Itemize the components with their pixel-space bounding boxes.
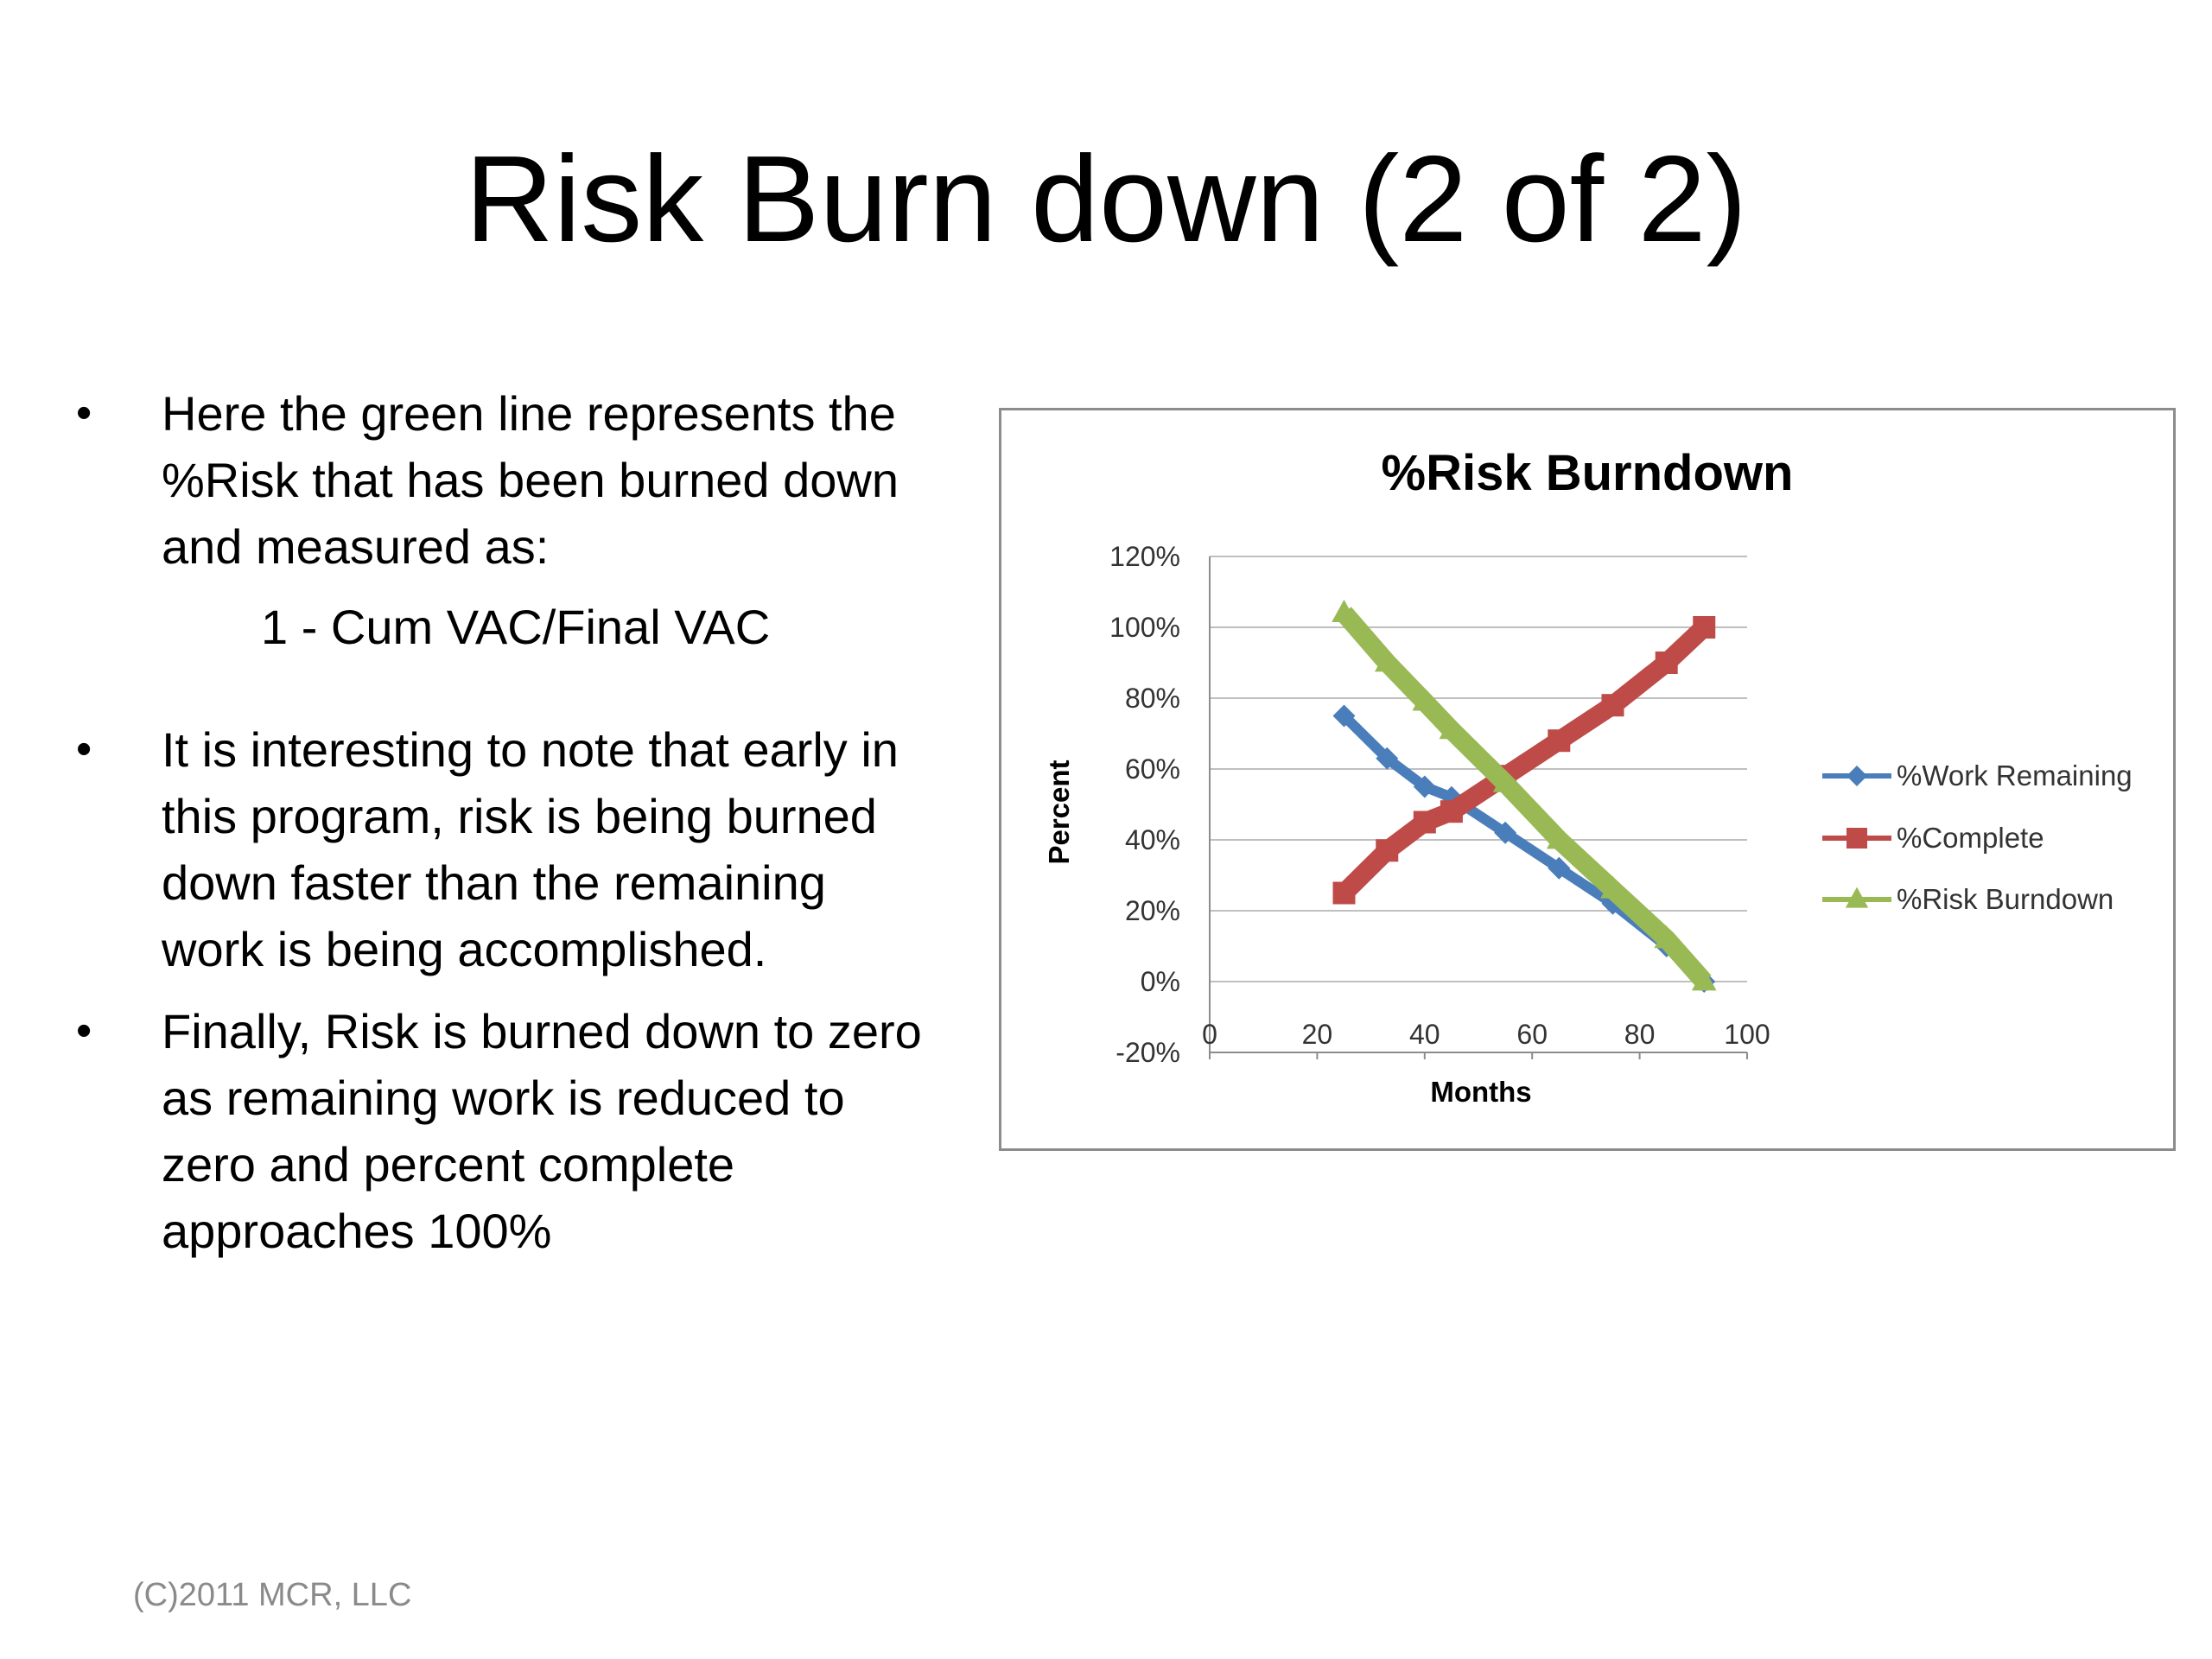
data-point-marker (1439, 716, 1465, 740)
data-point-marker (1494, 821, 1517, 844)
chart-container: %Risk Burndown Months Percent -20% 0% 20% 4… (999, 408, 2176, 1151)
slide-title: Risk Burn down (2 of 2) (465, 130, 1747, 268)
data-point-marker (1655, 652, 1678, 674)
data-point-marker (1654, 925, 1679, 949)
y-tick-label: 20% (1125, 895, 1180, 926)
legend-item: %Work Remaining (1822, 760, 2133, 791)
legend-label: %Work Remaining (1897, 760, 2133, 791)
data-point-marker (1691, 968, 1717, 991)
data-point-marker (1847, 828, 1867, 849)
data-point-marker (1413, 810, 1436, 834)
y-tick-label: 100% (1109, 612, 1180, 643)
chart-title: %Risk Burndown (1382, 445, 1794, 501)
data-point-marker (1332, 881, 1356, 905)
y-tick-label: -20% (1116, 1037, 1180, 1068)
data-point-marker (1601, 694, 1624, 717)
x-tick-label: 40 (1409, 1019, 1440, 1050)
data-point-marker (1412, 688, 1438, 711)
bullet-list: • Here the green line represents the %Ri… (69, 380, 985, 1264)
data-point-marker (1376, 747, 1399, 770)
data-point-marker (1492, 769, 1518, 792)
data-point-marker (1847, 766, 1867, 786)
bullet-marker: • (76, 388, 92, 438)
x-tick-label: 60 (1516, 1019, 1548, 1050)
y-axis-label: Percent (1043, 760, 1075, 864)
x-tick-label: 80 (1624, 1019, 1656, 1050)
bullet-line: zero and percent complete (162, 1137, 735, 1192)
y-tick-label: 80% (1125, 683, 1180, 714)
data-point-marker (1693, 616, 1716, 639)
y-tick-label: 60% (1125, 753, 1180, 785)
data-point-marker (1376, 839, 1399, 862)
bullet-line: approaches 100% (162, 1204, 552, 1258)
x-tick-label: 20 (1302, 1019, 1333, 1050)
legend-label: %Risk Burndown (1897, 883, 2113, 915)
x-axis-label: Months (1430, 1076, 1531, 1108)
legend-item: %Risk Burndown (1822, 883, 2113, 915)
bullet-line: work is being accomplished. (162, 922, 767, 976)
bullet-item: • Here the green line represents the %Ri… (69, 380, 985, 660)
data-point-marker (1548, 729, 1571, 753)
bullet-line: and measured as: (162, 519, 550, 574)
data-point-marker (1332, 704, 1356, 728)
risk-burndown-chart: %Risk Burndown Months Percent -20% 0% 20% 4… (1043, 445, 2133, 1108)
bullet-line: as remaining work is reduced to (162, 1071, 845, 1125)
y-tick-label: 0% (1141, 966, 1180, 997)
y-tick-label: 40% (1125, 824, 1180, 855)
data-point-marker (1600, 875, 1625, 899)
copyright-footer: (C)2011 MCR, LLC (133, 1577, 412, 1613)
data-point-marker (1440, 800, 1463, 823)
legend-item: %Complete (1822, 822, 2044, 854)
x-tick-label: 0 (1202, 1019, 1217, 1050)
bullet-item: • It is interesting to note that early i… (69, 716, 985, 982)
x-tick-label: 100 (1724, 1019, 1770, 1050)
bullet-item: • Finally, Risk is burned down to zero a… (69, 998, 985, 1264)
data-point-marker (1548, 856, 1571, 880)
bullet-line: Finally, Risk is burned down to zero (162, 1004, 922, 1058)
legend-label: %Complete (1897, 822, 2044, 854)
bullet-marker: • (76, 724, 92, 774)
bullet-line: %Risk that has been burned down (162, 453, 899, 507)
bullet-marker: • (76, 1006, 92, 1056)
bullet-line: Here the green line represents the (162, 386, 896, 441)
data-point-marker (1332, 600, 1357, 622)
data-point-marker (1845, 887, 1869, 908)
bullet-line: this program, risk is being burned (162, 789, 877, 843)
data-point-marker (1413, 775, 1436, 798)
data-point-marker (1547, 826, 1572, 849)
bullet-line: down faster than the remaining (162, 855, 826, 910)
formula-text: 1 - Cum VAC/Final VAC (261, 600, 771, 654)
series-group (1332, 600, 1717, 991)
y-tick-label: 120% (1109, 541, 1180, 572)
data-point-marker (1374, 649, 1400, 672)
bullet-line: It is interesting to note that early in (162, 722, 899, 777)
